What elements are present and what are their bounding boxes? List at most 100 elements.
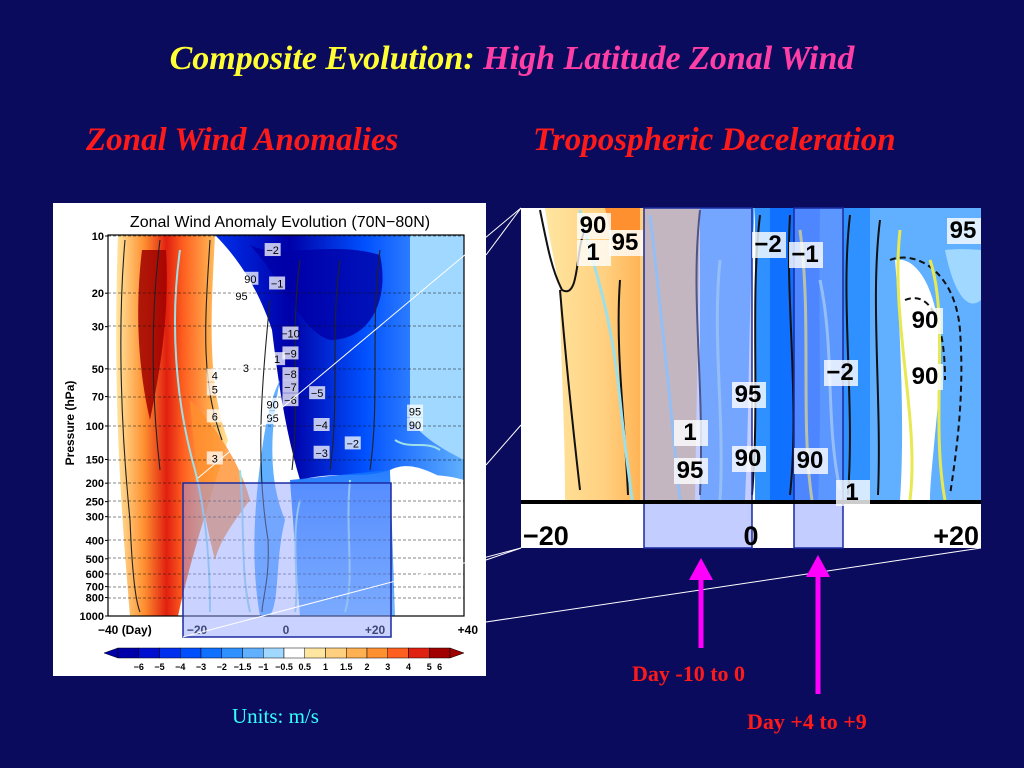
contour-value-label: 1 bbox=[274, 354, 280, 366]
negative-anomaly-region bbox=[215, 235, 464, 490]
title-part-a: Composite Evolution: bbox=[169, 40, 475, 77]
x-tick-label: 0 bbox=[283, 623, 290, 637]
colorbar-swatch bbox=[346, 647, 368, 659]
slide-title: Composite Evolution: High Latitude Zonal… bbox=[0, 40, 1024, 78]
contour-label-bg bbox=[264, 411, 281, 425]
contour-value-label: −10 bbox=[281, 329, 300, 341]
zoom-contour-label-bg bbox=[577, 240, 611, 266]
colorbar-swatch bbox=[325, 647, 347, 659]
colorbar-label: −0.5 bbox=[275, 662, 293, 672]
colorbar-label: −3 bbox=[196, 662, 206, 672]
zoom-contour-value-label: 95 bbox=[612, 229, 639, 256]
colorbar-swatch bbox=[408, 647, 430, 659]
contour-label-bg bbox=[407, 418, 424, 431]
zoom-contour-label-bg bbox=[674, 458, 708, 484]
colorbar-swatch bbox=[304, 647, 326, 659]
callout-day-minus10: Day -10 to 0 bbox=[632, 661, 746, 686]
zoom-contour-label-bg bbox=[732, 446, 766, 472]
y-tick-label: 150 bbox=[86, 454, 104, 466]
arrow-day-plus4 bbox=[806, 555, 830, 694]
x-tick-label: −20 bbox=[187, 623, 208, 637]
colorbar-swatch bbox=[200, 647, 222, 659]
zoom-contour-value-label: −2 bbox=[826, 359, 853, 386]
colorbar: −6 −5 −4 −3 −2 −1.5 −1 −0.5 0.5 1 1.5 2 3 4 5 6 bbox=[103, 647, 465, 672]
colorbar-swatch bbox=[159, 647, 181, 659]
contour-label-bg bbox=[269, 276, 286, 290]
contour-label-bg bbox=[309, 386, 326, 400]
contour-value-label: −8 bbox=[284, 369, 297, 381]
contour-value-label: 95 bbox=[235, 291, 247, 303]
contour-value-label: 3 bbox=[212, 453, 218, 465]
zoom-contour-value-label: 95 bbox=[677, 457, 704, 484]
contour-value-label: −9 bbox=[284, 348, 297, 360]
colorbar-label: 0.5 bbox=[298, 662, 311, 672]
y-tick-label: 100 bbox=[86, 421, 104, 433]
zoom-contour-label-bg bbox=[836, 480, 870, 506]
y-tick-label: 800 bbox=[86, 593, 104, 605]
y-tick-label: 200 bbox=[86, 478, 104, 490]
y-axis-label: Pressure (hPa) bbox=[63, 381, 77, 466]
zoom-x-tick-label: +20 bbox=[933, 521, 979, 551]
x-tick-label: −40 (Day) bbox=[98, 623, 152, 637]
colorbar-label: −5 bbox=[154, 662, 164, 672]
zoom-contour-value-label: 95 bbox=[950, 217, 977, 244]
contour-value-label: −7 bbox=[284, 382, 297, 394]
title-part-b: High Latitude Zonal Wind bbox=[483, 40, 855, 77]
y-tick-label: 70 bbox=[92, 392, 104, 404]
x-tick-label: +40 bbox=[458, 623, 479, 637]
contour-value-label: −1 bbox=[271, 279, 284, 291]
y-tick-labels: 10 20 30 50 70 100 150 200 250 300 400 500 600700800… bbox=[80, 231, 108, 623]
arrow-day-minus10 bbox=[689, 558, 713, 648]
contour-label-bg bbox=[269, 352, 286, 366]
colorbar-swatch bbox=[138, 647, 160, 659]
colorbar-swatch bbox=[387, 647, 409, 659]
zoom-contour-label-bg bbox=[752, 232, 786, 258]
y-tick-label: 400 bbox=[86, 535, 104, 547]
colorbar-swatch bbox=[263, 647, 285, 659]
x-tick-labels: −40 (Day) −20 0 +20 +40 bbox=[98, 623, 478, 637]
zoom-contour-label-bg bbox=[947, 218, 981, 244]
colorbar-swatch bbox=[117, 647, 139, 659]
zoom-contour-label-bg bbox=[909, 308, 943, 334]
colorbar-label: 2 bbox=[364, 662, 369, 672]
zoom-contour-label-bg bbox=[824, 360, 858, 386]
contour-value-label: −2 bbox=[266, 245, 279, 257]
contour-value-label: −3 bbox=[315, 448, 328, 460]
contour-label-bg bbox=[282, 367, 299, 381]
contour-value-label: 95 bbox=[409, 407, 421, 419]
colorbar-label: −1.5 bbox=[234, 662, 252, 672]
contour-value-label: 6 bbox=[212, 411, 218, 423]
colorbar-label: 3 bbox=[385, 662, 390, 672]
contour-label-bg bbox=[282, 346, 299, 360]
colorbar-label: −1 bbox=[258, 662, 268, 672]
y-tick-label: 1000 bbox=[80, 611, 104, 623]
zoom-contour-value-label: 90 bbox=[580, 212, 607, 239]
zoom-contour-value-label: 1 bbox=[845, 479, 858, 506]
zoom-connector-lines bbox=[182, 207, 982, 638]
zoom-contour-label-bg bbox=[577, 213, 611, 239]
colorbar-label: 6 bbox=[437, 662, 442, 672]
colorbar-label: 1.5 bbox=[340, 662, 353, 672]
y-tick-label: 600 bbox=[86, 569, 104, 581]
zoom-contour-value-label: 90 bbox=[912, 307, 939, 334]
zoom-contour-value-label: −2 bbox=[754, 231, 781, 258]
y-tick-label: 50 bbox=[92, 364, 104, 376]
window-day-minus10-to-0 bbox=[643, 207, 753, 549]
contour-label-bg bbox=[282, 326, 299, 340]
colorbar-label: 4 bbox=[406, 662, 411, 672]
y-tick-label: 10 bbox=[92, 231, 104, 243]
y-tick-label: 700 bbox=[86, 582, 104, 594]
contour-value-label: 4 bbox=[212, 371, 218, 383]
colorbar-swatch bbox=[429, 647, 451, 659]
contour-value-label: −5 bbox=[311, 388, 324, 400]
colorbar-label: 1 bbox=[323, 662, 328, 672]
zoom-contour-label-bg bbox=[732, 382, 766, 408]
contour-value-label: 5 bbox=[212, 384, 218, 396]
zoom-contour-value-label: 95 bbox=[735, 381, 762, 408]
colorbar-label: −2 bbox=[217, 662, 227, 672]
contour-label-bg bbox=[206, 368, 223, 382]
colorbar-high-cap bbox=[449, 647, 465, 659]
